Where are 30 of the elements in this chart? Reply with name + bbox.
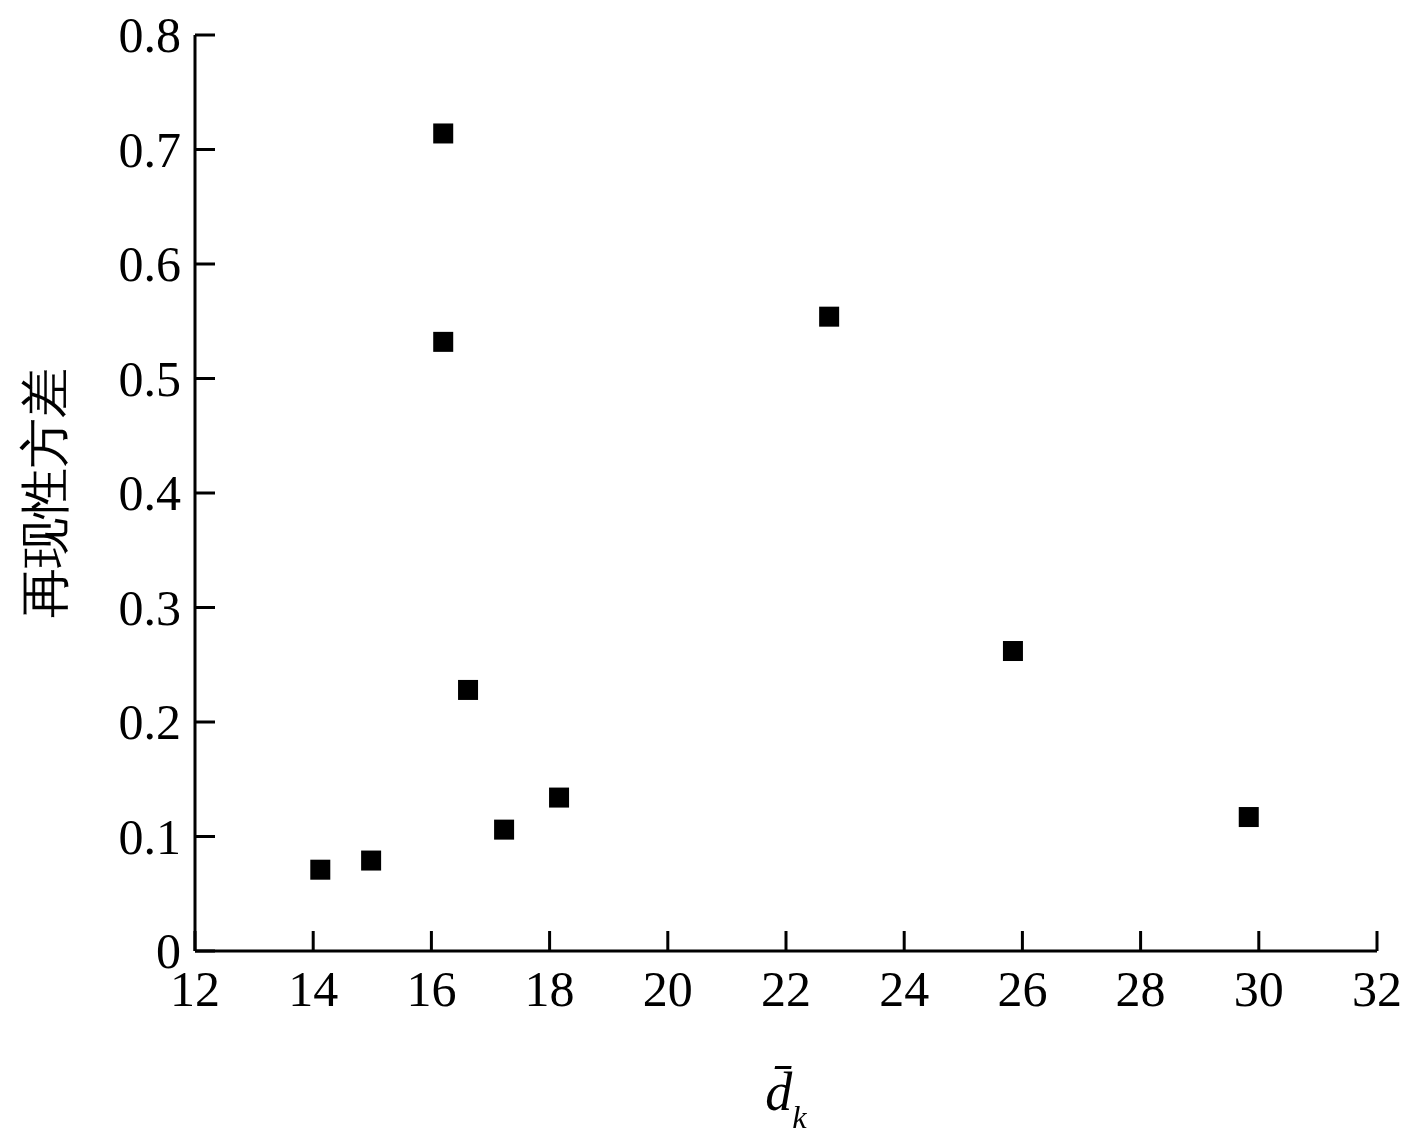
y-tick-label: 0.6 <box>118 236 181 292</box>
y-tick-label: 0.7 <box>118 121 181 178</box>
point <box>310 859 331 880</box>
point <box>433 123 454 144</box>
point <box>433 331 454 352</box>
point <box>494 819 515 840</box>
x-tick-label: 32 <box>1352 961 1402 1017</box>
point <box>819 306 840 327</box>
point <box>1238 807 1259 828</box>
x-tick-label: 18 <box>524 961 575 1017</box>
point <box>1002 641 1023 662</box>
x-axis-title: d̄$_{k}$ <box>765 1062 808 1135</box>
x-tick-label: 26 <box>997 961 1048 1017</box>
x-tick-label: 20 <box>642 961 693 1017</box>
y-tick-label: 0.5 <box>118 350 181 407</box>
y-tick-label: 0.4 <box>118 465 181 521</box>
x-tick-label: 16 <box>406 961 457 1017</box>
point <box>549 787 570 808</box>
y-axis-title: 再现性方差 <box>17 368 73 618</box>
x-tick-label: 14 <box>288 961 339 1017</box>
y-tick-label: 0.3 <box>118 579 181 636</box>
x-tick-label: 24 <box>879 961 930 1017</box>
x-tick-label: 22 <box>761 961 811 1017</box>
y-tick-label: 0.8 <box>118 7 181 63</box>
x-tick-label: 30 <box>1233 961 1284 1017</box>
point <box>458 679 479 700</box>
y-tick-label: 0.2 <box>118 694 181 750</box>
x-tick-label: 28 <box>1115 961 1166 1017</box>
point <box>361 850 382 871</box>
y-tick-label: 0.1 <box>118 808 181 865</box>
